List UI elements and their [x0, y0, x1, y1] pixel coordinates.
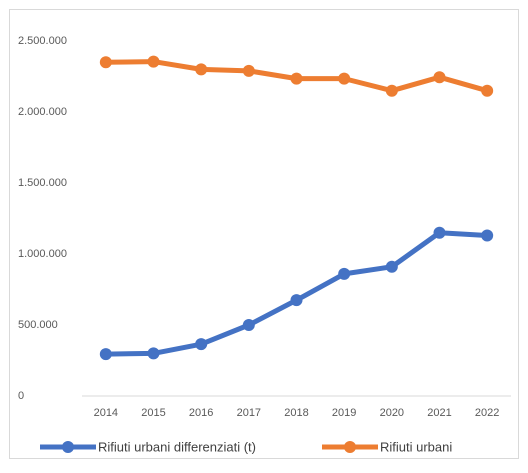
data-point: [433, 71, 446, 84]
x-tick-label: 2021: [427, 407, 451, 419]
data-point: [147, 347, 160, 360]
x-tick-label: 2018: [284, 407, 308, 419]
x-tick-label: 2022: [475, 407, 499, 419]
legend-label: Rifiuti urbani: [380, 439, 452, 454]
data-point: [195, 63, 208, 76]
y-tick-label: 0: [18, 390, 24, 402]
y-tick-label: 2.500.000: [18, 35, 67, 47]
x-tick-label: 2016: [189, 407, 213, 419]
legend-label: Rifiuti urbani differenziati (t): [98, 439, 256, 454]
data-point: [385, 84, 398, 97]
data-point: [99, 348, 112, 361]
x-tick-label: 2019: [332, 407, 356, 419]
data-point: [433, 226, 446, 239]
data-point: [338, 267, 351, 280]
legend-marker: [62, 441, 74, 453]
data-point: [195, 338, 208, 351]
data-point: [385, 260, 398, 273]
x-tick-label: 2017: [237, 407, 261, 419]
data-point: [338, 72, 351, 85]
data-point: [481, 84, 494, 97]
x-tick-label: 2020: [380, 407, 404, 419]
data-point: [242, 64, 255, 77]
data-point: [99, 56, 112, 69]
y-tick-label: 1.500.000: [18, 177, 67, 189]
data-point: [481, 229, 494, 242]
y-tick-label: 500.000: [18, 319, 58, 331]
legend-marker: [344, 441, 356, 453]
x-tick-label: 2015: [141, 407, 165, 419]
data-point: [290, 72, 303, 85]
x-tick-label: 2014: [94, 407, 118, 419]
data-point: [242, 319, 255, 331]
y-tick-label: 1.000.000: [18, 248, 67, 260]
y-tick-label: 2.000.000: [18, 106, 67, 118]
data-point: [147, 55, 160, 68]
data-point: [290, 294, 303, 307]
